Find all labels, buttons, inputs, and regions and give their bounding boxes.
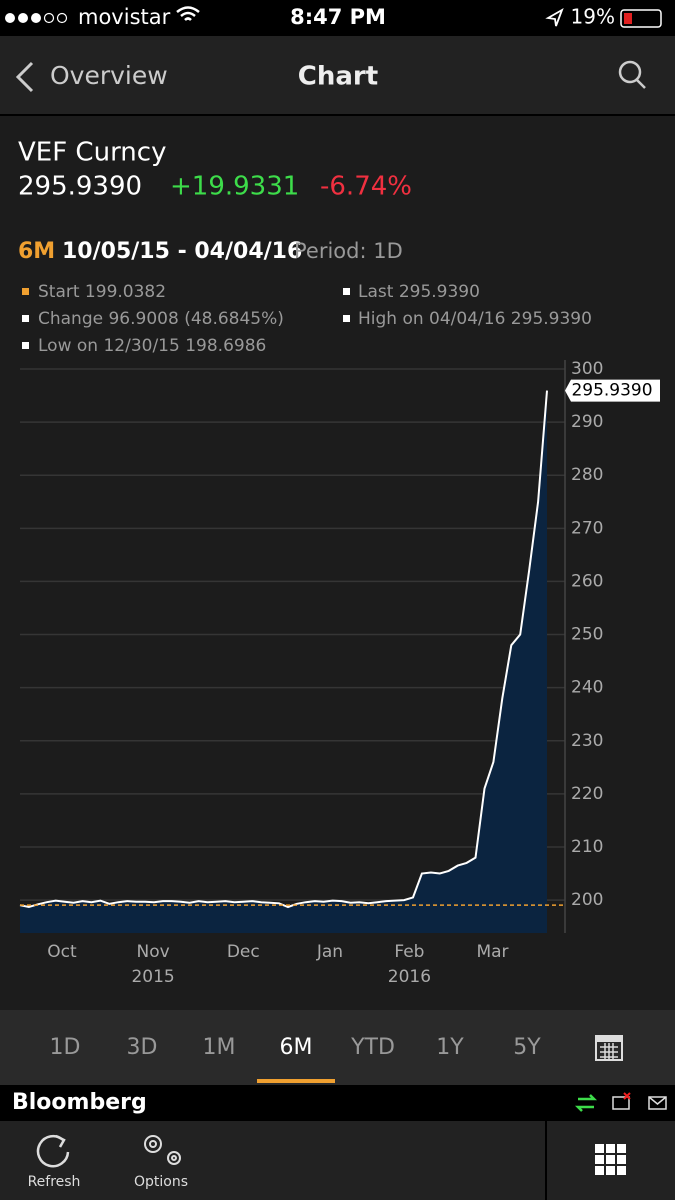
y-tick-label: 230: [571, 731, 603, 751]
legend-swatch: [22, 342, 29, 349]
security-name: VEF Curncy: [18, 138, 166, 168]
mail-icon[interactable]: [648, 1096, 667, 1110]
legend-item: Low on 12/30/15 198.6986: [38, 336, 266, 356]
grid-menu-icon[interactable]: [595, 1144, 626, 1175]
toolbar: [0, 1121, 675, 1200]
x-tick-label: Feb: [394, 942, 424, 962]
search-handle: [636, 79, 646, 89]
battery-text: 19%: [571, 5, 615, 29]
tab[interactable]: 3D: [127, 1035, 158, 1060]
y-tick-label: 210: [571, 837, 603, 857]
line: [19, 390, 548, 909]
y-tick-label: 240: [571, 678, 603, 698]
period-code: 6M: [18, 239, 55, 264]
tab[interactable]: 1D: [50, 1035, 81, 1060]
brand-bar: [0, 1085, 675, 1121]
carrier: movistar: [78, 5, 171, 29]
legend-item: High on 04/04/16 295.9390: [358, 309, 592, 329]
legend-swatch: [343, 288, 350, 295]
legend-swatch: [22, 315, 29, 322]
nav-title: Chart: [298, 62, 378, 92]
date-range: 10/05/15 - 04/04/16: [62, 239, 302, 264]
location-icon: [545, 7, 564, 27]
refresh-arrow: [55, 1134, 66, 1148]
price: 295.9390: [18, 172, 142, 202]
brand: Bloomberg: [12, 1090, 147, 1115]
x-tick-label: Oct: [47, 942, 77, 962]
y-tick-label: 200: [571, 890, 603, 910]
x-year-label: 2015: [131, 967, 174, 987]
y-tick-label: 250: [571, 625, 603, 645]
tabs: 1D 3D 1M 6M YTD 1Y 5Y: [50, 1035, 541, 1083]
y-tick-label: 300: [571, 359, 603, 379]
x-tick-label: Mar: [476, 942, 508, 962]
message-alert: [623, 1092, 631, 1100]
area: [20, 390, 547, 934]
tab-bar: [0, 1010, 675, 1085]
y-tick-label: 270: [571, 518, 603, 538]
legend-swatch: [343, 315, 350, 322]
end-label: 295.9390: [571, 381, 652, 401]
search-icon[interactable]: [618, 60, 642, 84]
period: Period: 1D: [294, 239, 403, 263]
tab[interactable]: 6M: [280, 1035, 313, 1060]
back-button[interactable]: Overview: [50, 61, 168, 90]
x-tick-label: Jan: [316, 942, 343, 962]
y-tick-label: 280: [571, 465, 603, 485]
options-button[interactable]: Options: [134, 1174, 188, 1190]
wifi-icon: [176, 6, 200, 21]
pct-change: -6.74%: [320, 172, 412, 202]
tab[interactable]: 1Y: [436, 1035, 464, 1060]
x-year-label: 2016: [388, 967, 431, 987]
y-tick-label: 260: [571, 571, 603, 591]
refresh-icon[interactable]: [36, 1135, 70, 1168]
sync-icon[interactable]: [574, 1094, 598, 1112]
legend-item: Change 96.9008 (48.6845%): [38, 309, 284, 329]
signal-dots: [5, 12, 68, 24]
x-tick-label: Nov: [136, 942, 169, 962]
legend-item: Start 199.0382: [38, 282, 166, 302]
end-label-box: [565, 379, 660, 402]
calendar-icon[interactable]: [595, 1035, 623, 1061]
battery-icon: [620, 9, 662, 28]
tab[interactable]: 1M: [203, 1035, 236, 1060]
refresh-button[interactable]: Refresh: [28, 1174, 81, 1190]
legend-item: Last 295.9390: [358, 282, 480, 302]
clock: 8:47 PM: [290, 5, 386, 29]
x-tick-label: Dec: [227, 942, 260, 962]
tab-indicator: [257, 1079, 335, 1083]
status-bar: [0, 0, 675, 36]
nav-bar: [0, 36, 675, 115]
chart: 200 210 220 230 240 250 260 270 280 290 300295.939…: [19, 359, 660, 987]
legend-swatch: [22, 288, 29, 295]
net-change: +19.9331: [170, 172, 299, 202]
back-icon[interactable]: [15, 61, 34, 93]
y-tick-label: 290: [571, 412, 603, 432]
options-icon[interactable]: [144, 1135, 181, 1165]
y-tick-label: 220: [571, 784, 603, 804]
tab[interactable]: 5Y: [513, 1035, 541, 1060]
mail-flap: [648, 1096, 667, 1105]
battery-level: [624, 13, 632, 24]
message-icon[interactable]: [612, 1096, 630, 1110]
tab[interactable]: YTD: [350, 1035, 395, 1060]
